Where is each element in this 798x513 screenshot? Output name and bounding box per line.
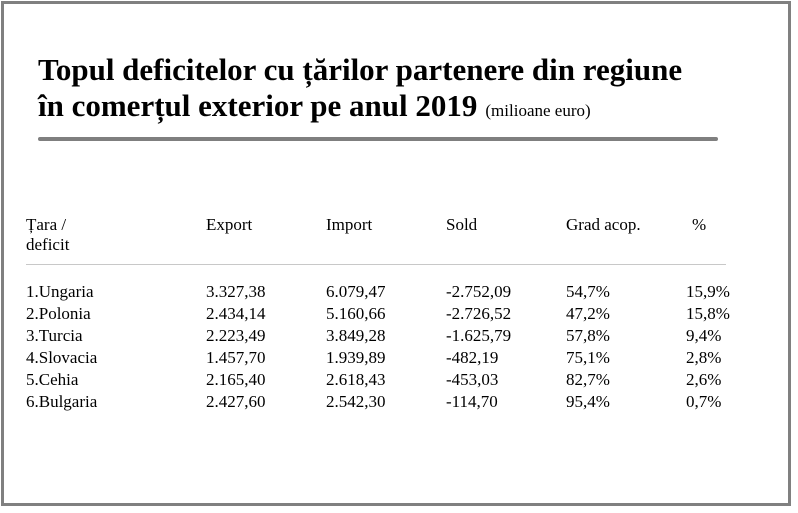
- cell-sold: -482,19: [446, 348, 499, 367]
- cell-import: 3.849,28: [326, 326, 386, 345]
- cell-export: 2.223,49: [206, 326, 266, 345]
- cell-percent: 15,8%: [686, 304, 730, 323]
- title-line-2: în comerțul exterior pe anul 2019 (milioa…: [38, 88, 758, 129]
- cell-country: 1.Ungaria: [26, 282, 94, 301]
- header-coverage: Grad acop.: [566, 215, 641, 234]
- cell-export: 3.327,38: [206, 282, 266, 301]
- table-row: 4.Slovacia 1.457,70 1.939,89 -482,19 75,…: [26, 347, 746, 369]
- header-percent: %: [692, 215, 707, 234]
- cell-export: 1.457,70: [206, 348, 266, 367]
- cell-coverage: 47,2%: [566, 304, 610, 323]
- cell-sold: -453,03: [446, 370, 499, 389]
- cell-sold: -2.752,09: [446, 282, 512, 301]
- cell-import: 2.542,30: [326, 392, 386, 411]
- cell-import: 2.618,43: [326, 370, 386, 389]
- header-divider: [26, 264, 726, 265]
- cell-sold: -1.625,79: [446, 326, 512, 345]
- table-header: Țara / deficit Export Import Sold Grad a…: [26, 215, 726, 259]
- header-export: Export: [206, 215, 253, 234]
- cell-percent: 2,8%: [686, 348, 722, 367]
- cell-sold: -114,70: [446, 392, 498, 411]
- unit-note: (milioane euro): [485, 101, 591, 120]
- table-row: 5.Cehia 2.165,40 2.618,43 -453,03 82,7% …: [26, 369, 746, 391]
- header-country: Țara / deficit: [26, 215, 70, 254]
- cell-coverage: 54,7%: [566, 282, 610, 301]
- cell-country: 2.Polonia: [26, 304, 91, 323]
- cell-percent: 2,6%: [686, 370, 722, 389]
- cell-country: 3.Turcia: [26, 326, 83, 345]
- cell-coverage: 75,1%: [566, 348, 610, 367]
- title-divider: [38, 137, 718, 141]
- cell-import: 6.079,47: [326, 282, 386, 301]
- document-frame: [1, 1, 791, 506]
- cell-import: 5.160,66: [326, 304, 386, 323]
- cell-country: 5.Cehia: [26, 370, 79, 389]
- cell-coverage: 57,8%: [566, 326, 610, 345]
- page-title: Topul deficitelor cu țărilor partenere d…: [38, 52, 758, 129]
- cell-export: 2.427,60: [206, 392, 266, 411]
- cell-percent: 0,7%: [686, 392, 722, 411]
- cell-import: 1.939,89: [326, 348, 386, 367]
- table-row: 1.Ungaria 3.327,38 6.079,47 -2.752,09 54…: [26, 281, 746, 303]
- table-row: 2.Polonia 2.434,14 5.160,66 -2.726,52 47…: [26, 303, 746, 325]
- table-body: 1.Ungaria 3.327,38 6.079,47 -2.752,09 54…: [26, 281, 746, 413]
- cell-percent: 15,9%: [686, 282, 730, 301]
- table-row: 6.Bulgaria 2.427,60 2.542,30 -114,70 95,…: [26, 391, 746, 413]
- title-line-1: Topul deficitelor cu țărilor partenere d…: [38, 52, 683, 87]
- cell-export: 2.165,40: [206, 370, 266, 389]
- cell-export: 2.434,14: [206, 304, 266, 323]
- header-import: Import: [326, 215, 373, 234]
- cell-coverage: 95,4%: [566, 392, 610, 411]
- title-line-2-text: în comerțul exterior pe anul 2019: [38, 88, 478, 123]
- cell-sold: -2.726,52: [446, 304, 512, 323]
- cell-country: 6.Bulgaria: [26, 392, 98, 411]
- header-sold: Sold: [446, 215, 478, 234]
- cell-percent: 9,4%: [686, 326, 722, 345]
- cell-country: 4.Slovacia: [26, 348, 98, 367]
- table-row: 3.Turcia 2.223,49 3.849,28 -1.625,79 57,…: [26, 325, 746, 347]
- cell-coverage: 82,7%: [566, 370, 610, 389]
